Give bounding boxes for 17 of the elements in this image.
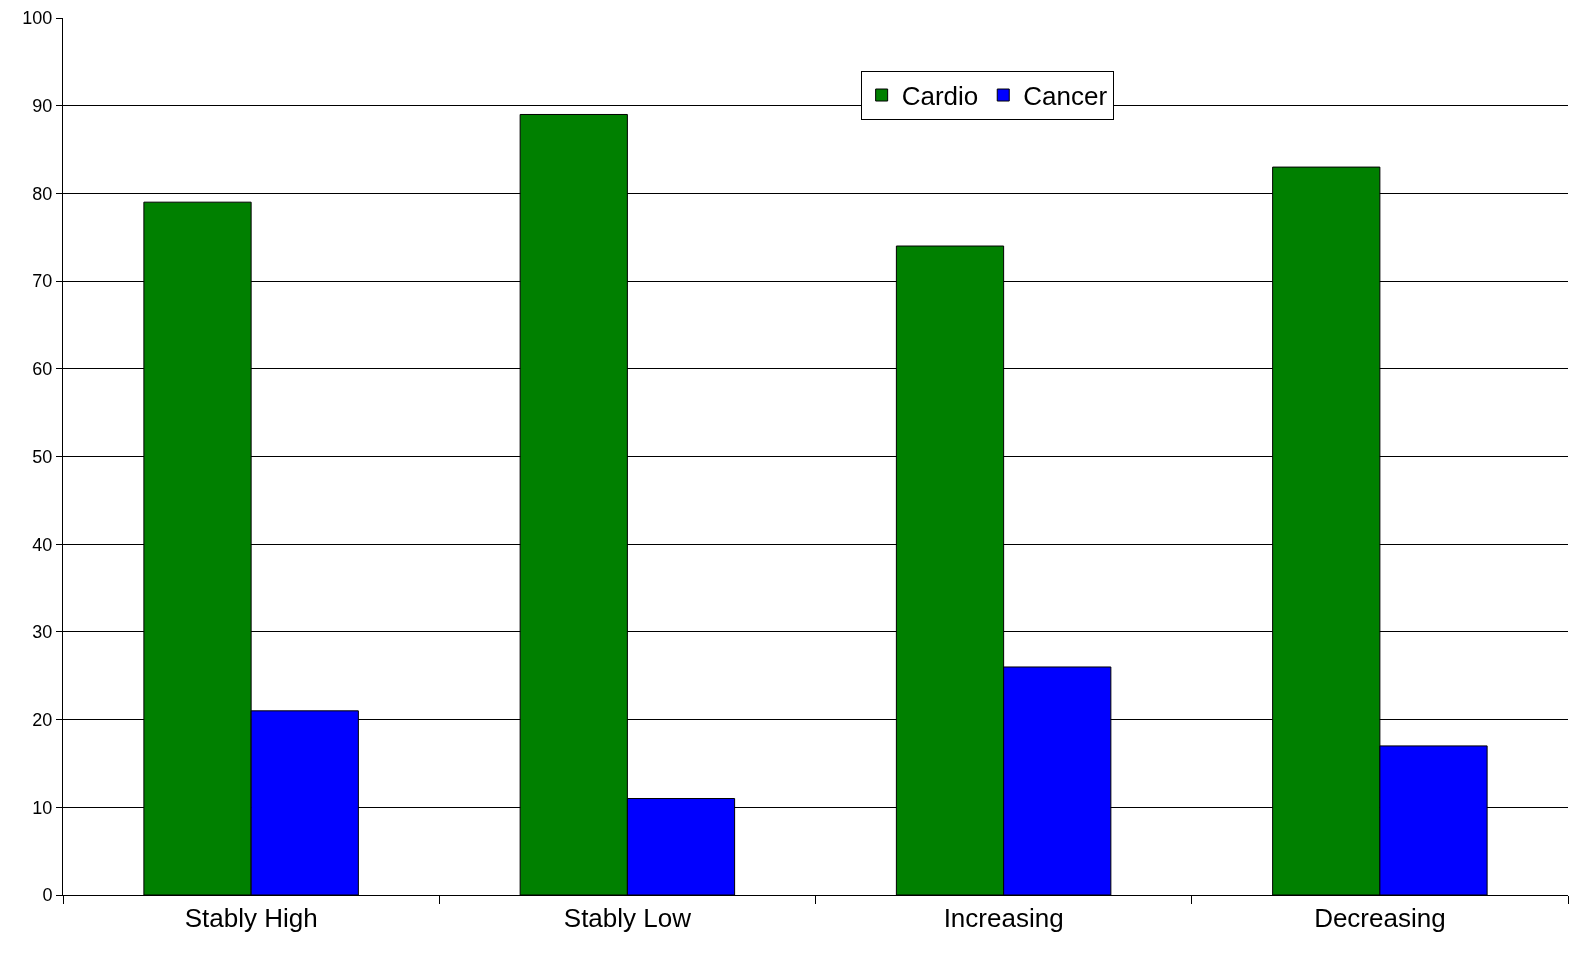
y-tick-label: 50 (32, 446, 53, 467)
y-tick-label: 10 (32, 797, 53, 818)
legend-label: Cardio (901, 81, 979, 112)
y-tick-label: 80 (32, 183, 53, 204)
y-tick-label: 0 (42, 885, 53, 906)
y-tick-label: 60 (32, 359, 53, 380)
x-tick-label: Increasing (943, 903, 1064, 934)
legend-label: Cancer (1023, 81, 1108, 112)
x-tick-label: Stably Low (563, 903, 692, 934)
y-tick-label: 70 (32, 271, 53, 292)
y-tick-label: 100 (22, 8, 53, 29)
y-tick-label: 40 (32, 534, 53, 555)
x-tick-label: Decreasing (1314, 903, 1446, 934)
y-tick-label: 90 (32, 96, 53, 116)
y-tick-label: 30 (32, 622, 53, 643)
x-tick-label: Stably High (184, 903, 318, 934)
y-tick-label: 20 (32, 709, 53, 730)
